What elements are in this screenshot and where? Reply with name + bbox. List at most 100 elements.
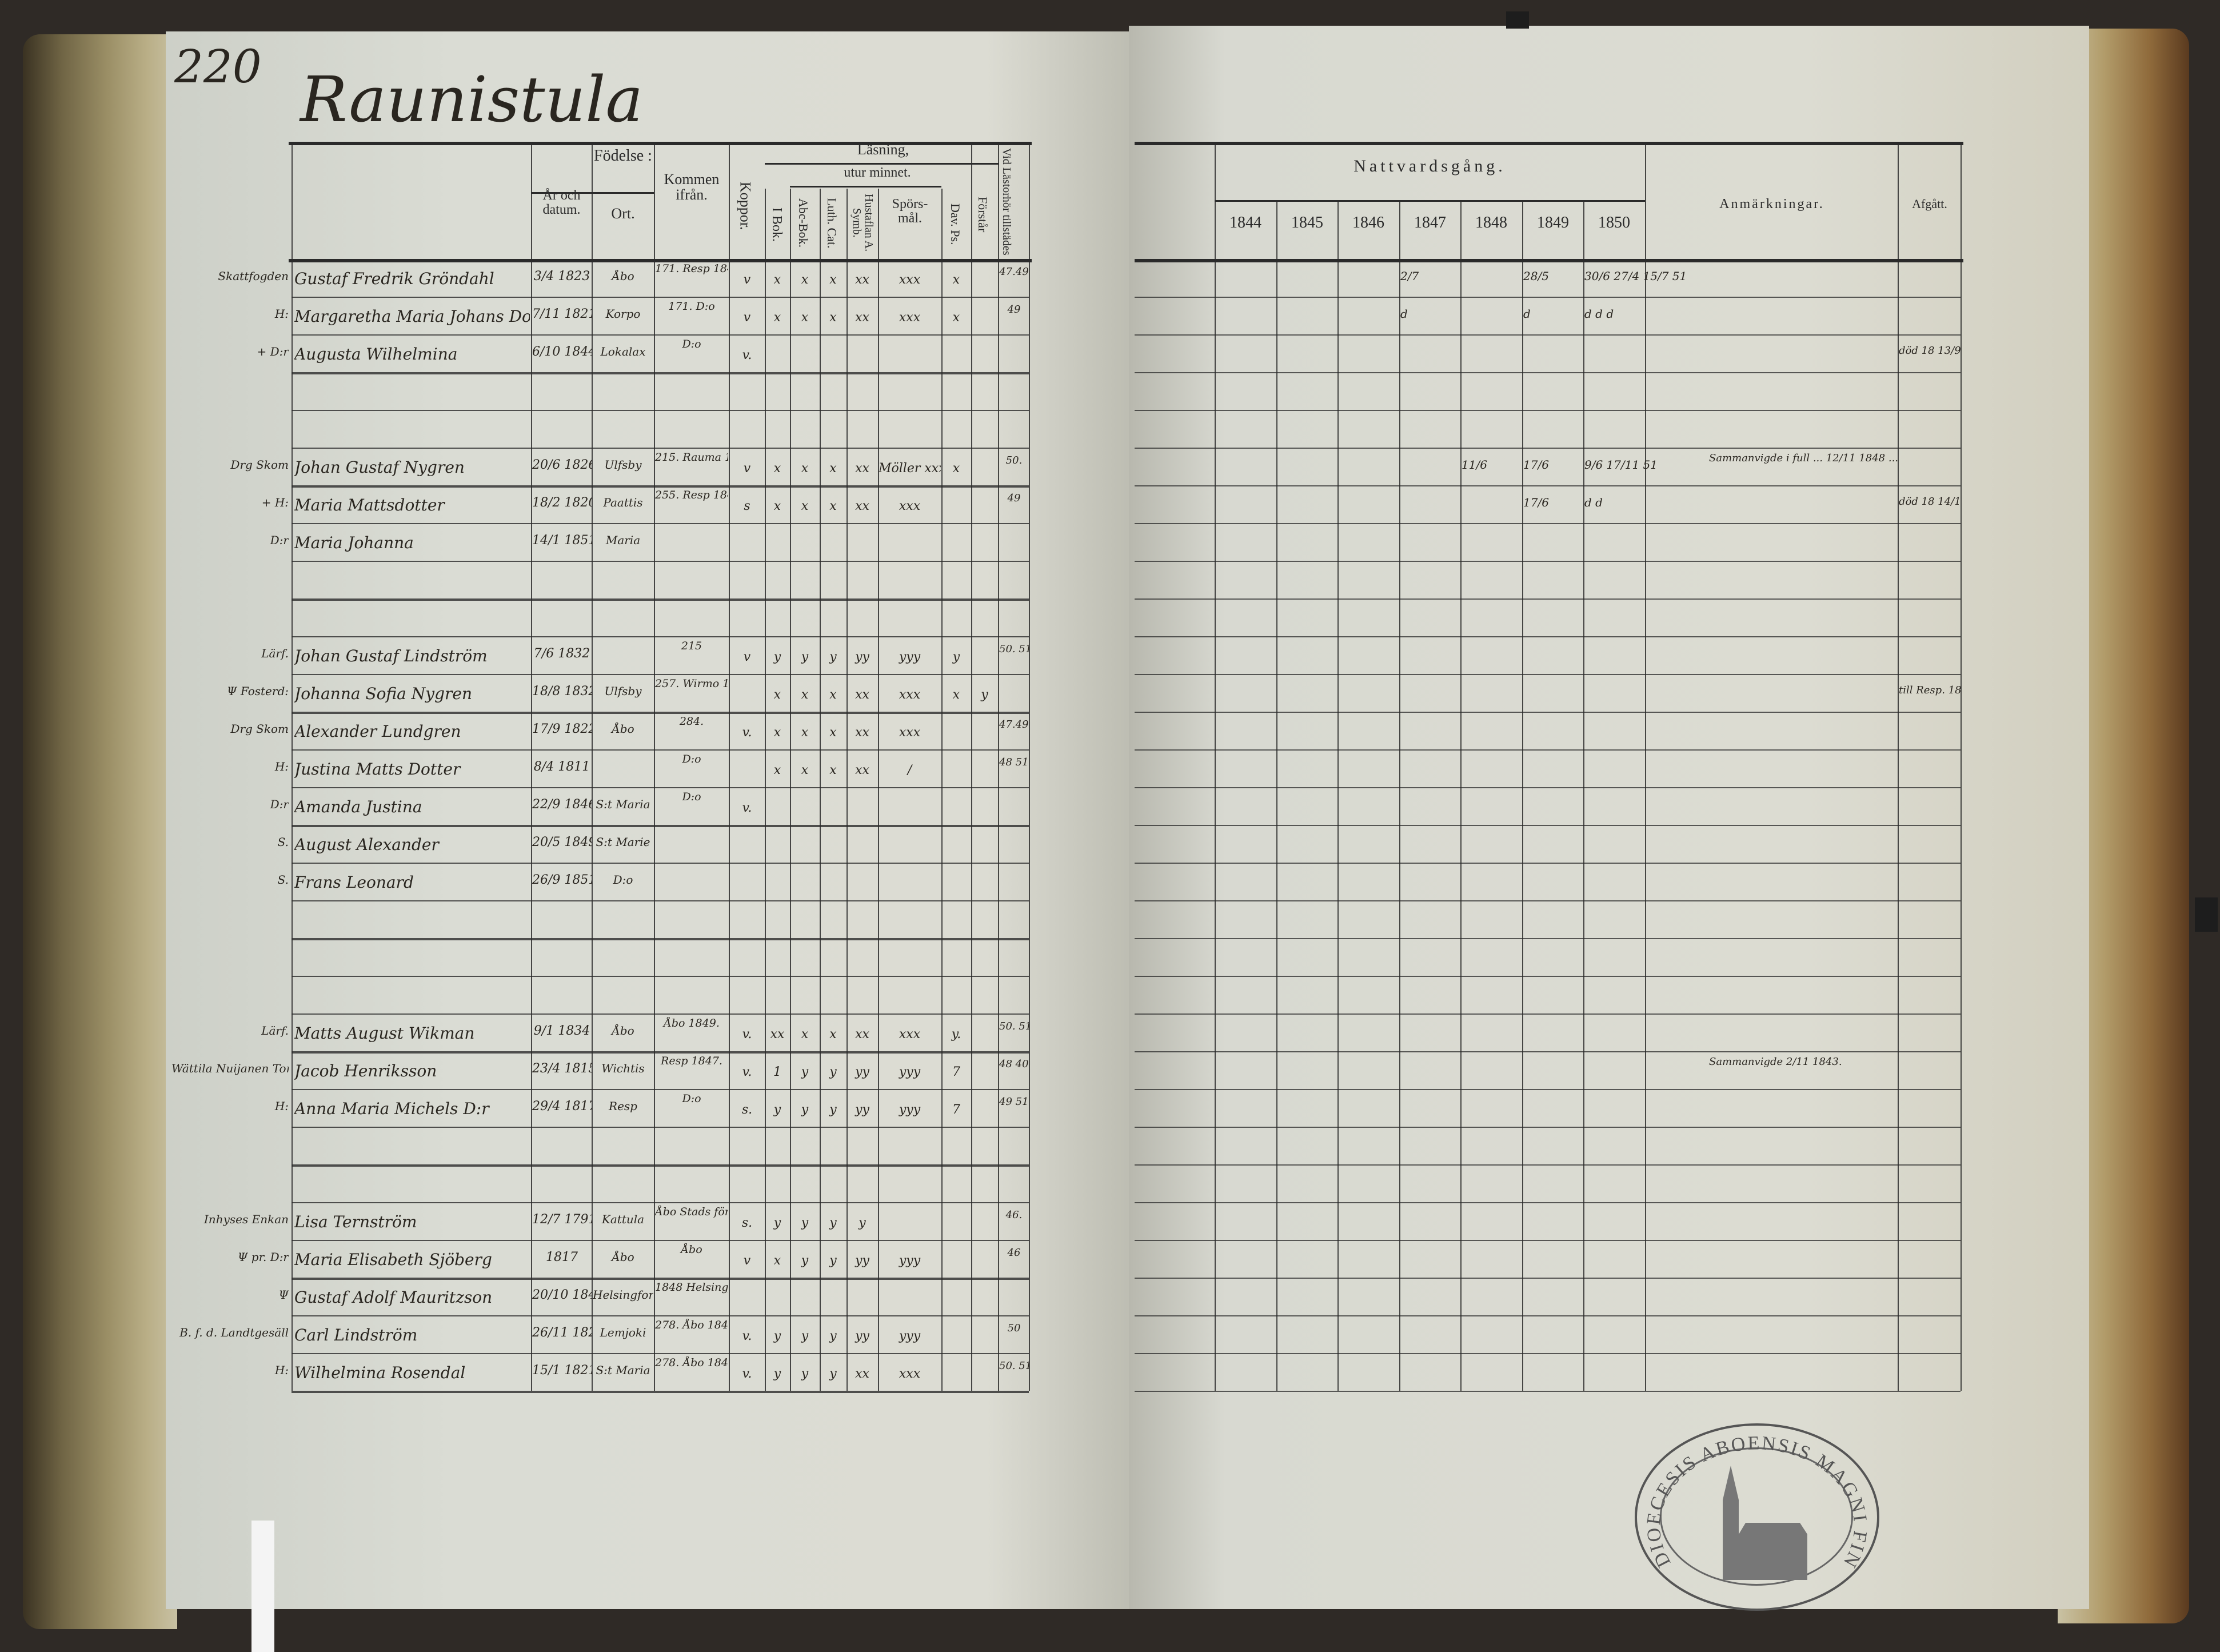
- birth-place: Ulfsby: [604, 458, 642, 472]
- ruling-line: [292, 142, 293, 1391]
- birth-place: S:t Maria: [596, 797, 650, 811]
- person-name: Gustaf Fredrik Gröndahl: [294, 269, 494, 288]
- ruling-line: [289, 259, 1032, 262]
- header-dav-ps: Dav. Ps.: [948, 203, 963, 245]
- reading-mark: xx: [855, 499, 869, 513]
- reading-mark: x: [801, 688, 809, 702]
- birth-date: 17/9 1822: [532, 722, 592, 736]
- ruling-line: [1135, 712, 1961, 713]
- reading-mark: xx: [855, 310, 869, 325]
- reading-mark: y: [801, 1103, 809, 1117]
- smallpox-mark: v.: [742, 1065, 752, 1079]
- book-clasp: [2195, 897, 2218, 932]
- reading-mark: y: [773, 1329, 781, 1343]
- reading-mark: y: [801, 1065, 809, 1079]
- birth-date: 9/1 1834: [533, 1024, 590, 1038]
- ruling-line: [292, 523, 1029, 524]
- reading-mark: x: [829, 725, 837, 740]
- birth-date: 18/2 1820: [532, 496, 592, 510]
- reading-mark: y: [801, 650, 809, 664]
- ruling-line: [1135, 561, 1961, 562]
- person-name: Anna Maria Michels D:r: [294, 1099, 489, 1118]
- reading-mark: x: [801, 273, 809, 287]
- reading-mark: xx: [855, 1027, 869, 1042]
- ruling-line: [292, 1202, 1029, 1203]
- header-catechetical: Vid Lästorhör tillstädes: [1000, 147, 1013, 256]
- reading-mark: xx: [855, 1367, 869, 1381]
- reading-mark: x: [801, 310, 809, 325]
- birth-place: Resp: [609, 1099, 637, 1113]
- birth-date: 14/1 1851: [532, 533, 592, 548]
- catechetical-attendance: 50: [1007, 1322, 1021, 1334]
- catechetical-attendance: 49: [1007, 492, 1021, 504]
- birth-date: 7/6 1832: [533, 647, 590, 661]
- came-from: 278. Åbo 1846.: [655, 1356, 728, 1369]
- birth-place: S:t Marie: [596, 835, 650, 849]
- ruling-line: [765, 189, 766, 1391]
- page-number: 220: [174, 40, 262, 93]
- birth-date: 1817: [546, 1250, 578, 1264]
- header-year-1845: 1845: [1291, 214, 1323, 232]
- catechetical-attendance: 48 40.: [999, 1058, 1029, 1070]
- title-prefix: Wättila Nuijanen Torparen: [171, 1062, 289, 1075]
- person-name: Jacob Henriksson: [294, 1062, 437, 1080]
- reading-mark: 1: [773, 1065, 781, 1079]
- reading-mark: x: [801, 763, 809, 777]
- reading-mark: y: [829, 1329, 837, 1343]
- header-birth: Födelse :: [594, 147, 652, 165]
- ruling-line: [289, 142, 1032, 145]
- smallpox-mark: v.: [742, 1329, 752, 1343]
- catechetical-attendance: 49: [1007, 304, 1021, 316]
- birth-date: 22/9 1846: [532, 797, 592, 812]
- ruling-line: [292, 1127, 1029, 1128]
- birth-place: Kattula: [601, 1212, 645, 1226]
- header-communion: Nattvardsgång.: [1353, 157, 1506, 175]
- ruling-line: [292, 372, 1029, 374]
- title-prefix: Inhyses Enkan: [203, 1212, 289, 1226]
- place-title: Raunistula: [300, 63, 644, 136]
- ruling-line: [1135, 900, 1961, 901]
- ruling-line: [1460, 200, 1462, 1391]
- birth-date: 20/5 1849: [532, 835, 592, 849]
- reading-mark: y: [773, 650, 781, 664]
- birth-place: Helsingfors: [593, 1288, 653, 1302]
- ruling-line: [592, 142, 593, 1391]
- ruling-line: [1135, 1315, 1961, 1316]
- reading-mark: xxx: [899, 273, 921, 287]
- ruling-line: [292, 561, 1029, 562]
- reading-mark: x: [829, 499, 837, 513]
- reading-mark: yyy: [899, 1254, 921, 1268]
- birth-date: 15/1 1821: [532, 1363, 592, 1378]
- reading-mark: 7: [952, 1103, 960, 1117]
- remark: Sammanvigde i full ... 12/11 1848 ... Ma…: [1709, 452, 1898, 464]
- communion-date-1849: 28/5: [1523, 269, 1549, 283]
- ruling-line: [292, 1051, 1029, 1054]
- person-name: Maria Elisabeth Sjöberg: [294, 1250, 492, 1269]
- reading-mark: x: [829, 688, 837, 702]
- ruling-line: [1135, 142, 1963, 145]
- birth-date: 20/6 1826: [532, 458, 592, 472]
- person-name: Matts August Wikman: [294, 1024, 475, 1043]
- ruling-line: [292, 863, 1029, 864]
- ruling-line: [292, 825, 1029, 827]
- reading-mark: Möller xxx: [879, 461, 941, 476]
- reading-mark: x: [773, 1254, 781, 1268]
- birth-date: 20/10 1847: [532, 1288, 592, 1302]
- ruling-line: [1135, 1164, 1961, 1166]
- person-name: Johan Gustaf Nygren: [294, 458, 465, 477]
- ruling-line: [790, 186, 941, 187]
- came-from: D:o: [682, 1092, 701, 1105]
- ruling-line: [292, 334, 1029, 336]
- birth-date: 12/7 1791: [532, 1212, 592, 1227]
- ruling-line: [292, 1240, 1029, 1241]
- reading-mark: x: [801, 1027, 809, 1042]
- title-prefix: D:r: [270, 797, 289, 811]
- communion-date-1849: 17/6: [1523, 458, 1549, 472]
- title-prefix: B. f. d. Landtgesäll: [179, 1326, 289, 1339]
- birth-place: Maria: [605, 533, 641, 547]
- smallpox-mark: s: [744, 499, 750, 513]
- came-from: 278. Åbo 1847.: [655, 1319, 728, 1331]
- ruling-line: [1898, 142, 1899, 1391]
- ruling-line: [292, 976, 1029, 977]
- person-name: Johan Gustaf Lindström: [294, 647, 488, 665]
